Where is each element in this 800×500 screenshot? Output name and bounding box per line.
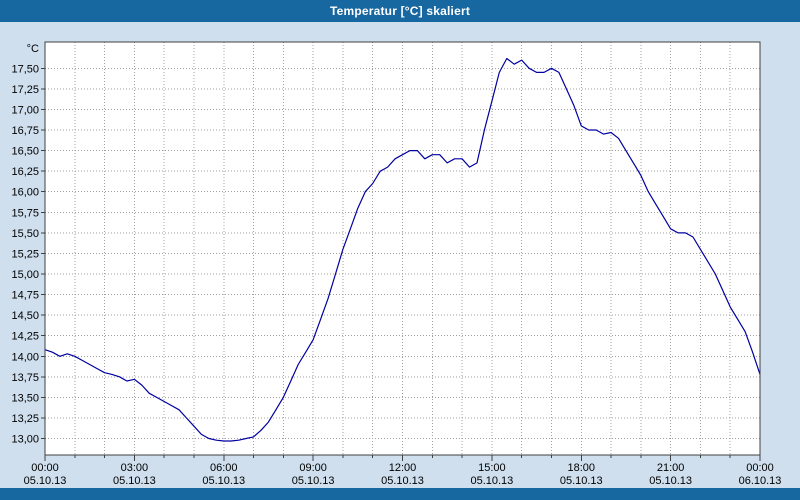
x-tick-time-label: 15:00 [478,462,506,474]
y-tick-label: 15,00 [11,269,39,281]
temperature-chart-svg: 17,50 17,25 17,00 16,75 16,50 16,25 16,00 15,75… [11,41,782,487]
y-tick-label: 16,50 [11,146,39,158]
x-tick-date-label: 05.10.13 [470,475,513,487]
x-tick-date-label: 05.10.13 [649,475,692,487]
y-tick-label: 16,75 [11,125,39,137]
chart-area: 17,50 17,25 17,00 16,75 16,50 16,25 16,00 15,75… [0,22,800,488]
x-tick-date-label: 05.10.13 [24,475,67,487]
x-tick-date-label: 05.10.13 [381,475,424,487]
title-bar: Temperatur [°C] skaliert [0,0,800,22]
y-tick-label: 13,75 [11,372,39,384]
x-tick-time-label: 03:00 [121,462,149,474]
x-tick-time-label: 06:00 [210,462,238,474]
x-tick-date-label: 05.10.13 [560,475,603,487]
x-tick-date-label: 06.10.13 [739,475,782,487]
y-tick-label: 16,25 [11,166,39,178]
y-tick-label: 17,25 [11,84,39,96]
x-tick-date-label: 05.10.13 [292,475,335,487]
y-tick-label: 15,50 [11,228,39,240]
y-tick-label: 16,00 [11,187,39,199]
temperature-line [44,57,761,442]
y-tick-label: 13,25 [11,413,39,425]
y-tick-label: 14,75 [11,290,39,302]
y-tick-label: 17,50 [11,63,39,75]
plot-background [45,42,760,455]
y-tick-label: 13,50 [11,392,39,404]
x-tick-time-label: 00:00 [31,462,59,474]
x-tick-time-label: 09:00 [299,462,327,474]
chart-title: Temperatur [°C] skaliert [329,4,471,18]
y-axis-unit-label: °C [27,43,39,55]
x-tick-time-label: 12:00 [389,462,417,474]
x-tick-date-label: 05.10.13 [202,475,245,487]
y-tick-label: 17,00 [11,104,39,116]
y-tick-label: 15,25 [11,248,39,260]
bottom-bar [0,488,800,500]
x-tick-time-label: 00:00 [746,462,774,474]
y-tick-label: 14,00 [11,351,39,363]
x-tick-time-label: 21:00 [657,462,685,474]
y-tick-label: 14,50 [11,310,39,322]
y-tick-label: 14,25 [11,331,39,343]
x-tick-date-label: 05.10.13 [113,475,156,487]
y-tick-label: 15,75 [11,207,39,219]
y-tick-label: 13,00 [11,434,39,446]
x-tick-time-label: 18:00 [567,462,595,474]
plot-frame [44,41,761,456]
